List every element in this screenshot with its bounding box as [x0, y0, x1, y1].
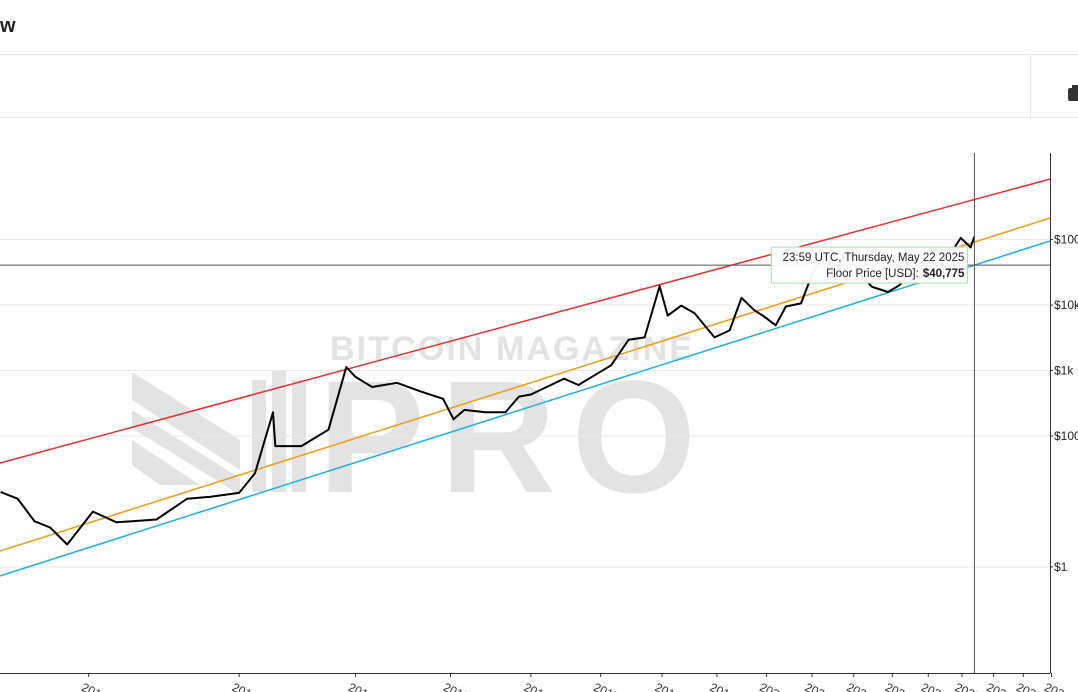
- x-tick-label: 2025: [953, 680, 983, 692]
- y-tick-label: $10k: [1054, 298, 1078, 312]
- x-tick-label: 2023: [883, 680, 913, 692]
- tooltip-row: Floor Price [USD]: $40,775: [826, 268, 965, 280]
- tooltip-box: [770, 246, 968, 284]
- y-tick-label: $1: [1054, 560, 1068, 574]
- x-tick-label: 2028: [1042, 680, 1072, 692]
- camera-icon[interactable]: [1068, 88, 1078, 101]
- tooltip-value: $40,775: [923, 268, 965, 280]
- x-tick-label: 2019: [708, 680, 738, 692]
- page-title: w: [0, 15, 16, 37]
- x-tick-label: 2024: [919, 680, 949, 692]
- y-tick-label: $100k: [1054, 233, 1078, 247]
- x-tick-label: 2016: [522, 680, 552, 692]
- x-tick-label: 2017: [591, 680, 621, 692]
- x-tick-label: 2026: [984, 680, 1014, 692]
- tooltip-series: Floor Price [USD]:: [826, 268, 919, 280]
- x-tick-label: 2021: [803, 680, 833, 692]
- watermark-text: PRO: [318, 347, 696, 526]
- series-line: [0, 240, 1050, 577]
- watermark-logo: [132, 410, 240, 495]
- watermark-logo: [132, 372, 240, 470]
- tooltip-date: 23:59 UTC, Thursday, May 22 2025: [783, 252, 965, 264]
- x-tick-label: 2014: [346, 680, 376, 692]
- watermark: BITCOIN MAGAZINE PRO: [132, 330, 696, 526]
- x-tick-label: 2015: [441, 680, 471, 692]
- watermark-text: BITCOIN MAGAZINE: [330, 330, 692, 368]
- y-tick-label: $100: [1054, 429, 1078, 443]
- x-tick-label: 2012: [79, 680, 109, 692]
- x-tick-label: 2013: [230, 680, 260, 692]
- camera-button[interactable]: [1068, 85, 1078, 101]
- camera-icon[interactable]: [1072, 85, 1078, 89]
- y-tick-label: $1k: [1054, 364, 1074, 378]
- x-tick-label: 2018: [653, 680, 683, 692]
- x-tick-label: 2027: [1014, 680, 1044, 692]
- x-tick-label: 2020: [757, 680, 787, 692]
- series-line: [0, 178, 1050, 464]
- x-tick-label: 2022: [844, 680, 874, 692]
- watermark-logo: [132, 440, 200, 485]
